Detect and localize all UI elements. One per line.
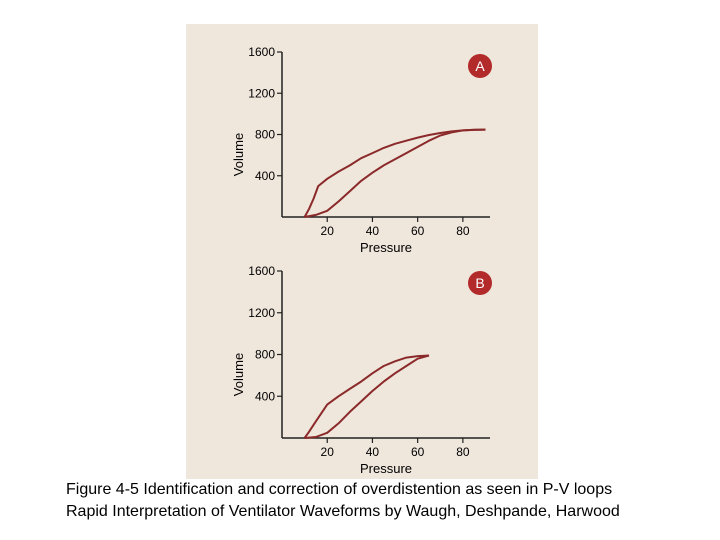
chart-a-x-axis-label: Pressure	[360, 240, 412, 255]
figure-caption-line-2: Rapid Interpretation of Ventilator Wavef…	[66, 503, 620, 520]
chart-b-x-tick-label: 20	[321, 445, 335, 459]
chart-a-inspiration-curve	[304, 128, 486, 218]
chart-b-y-tick-label: 1200	[248, 306, 275, 320]
pv-loop-chart-b: 400 800 1200 1600 20 40 60 80 Pressure Volume B	[231, 264, 492, 476]
chart-a-y-axis-label: Volume	[231, 133, 246, 176]
chart-a-y-tick-label: 400	[255, 169, 275, 183]
figure-caption-line-1: Figure 4-5 Identification and correction…	[66, 481, 613, 498]
chart-b-y-tick-label: 400	[255, 389, 275, 403]
chart-b-inspiration-curve	[304, 354, 430, 439]
chart-b-y-tick-label: 800	[255, 348, 275, 362]
chart-a-x-tick-label: 40	[366, 224, 380, 238]
chart-a-panel-label: A	[475, 58, 485, 74]
pv-loop-chart-a: 400 800 1200 1600 20 40 60 80 Pressure Volume A	[231, 45, 492, 255]
chart-b-x-tick-label: 80	[456, 445, 470, 459]
chart-a-y-tick-label: 1200	[248, 86, 275, 100]
chart-b-x-axis-label: Pressure	[360, 461, 412, 476]
chart-b-y-tick-label: 1600	[248, 264, 275, 278]
chart-a-panel-badge	[468, 54, 492, 78]
chart-a-expiration-curve	[303, 128, 486, 218]
chart-b-y-axis-label: Volume	[231, 353, 246, 396]
chart-a-y-tick-label: 1600	[248, 45, 275, 59]
chart-b-x-tick-label: 60	[411, 445, 425, 459]
chart-a-x-tick-label: 20	[321, 224, 335, 238]
chart-a-y-tick-label: 800	[255, 128, 275, 142]
scanned-page-background	[186, 24, 538, 479]
chart-a-x-tick-label: 60	[411, 224, 425, 238]
chart-b-panel-badge	[468, 271, 492, 295]
chart-b-expiration-curve	[303, 354, 430, 439]
chart-b-panel-label: B	[475, 275, 484, 291]
chart-a-x-tick-label: 80	[456, 224, 470, 238]
chart-b-x-tick-label: 40	[366, 445, 380, 459]
